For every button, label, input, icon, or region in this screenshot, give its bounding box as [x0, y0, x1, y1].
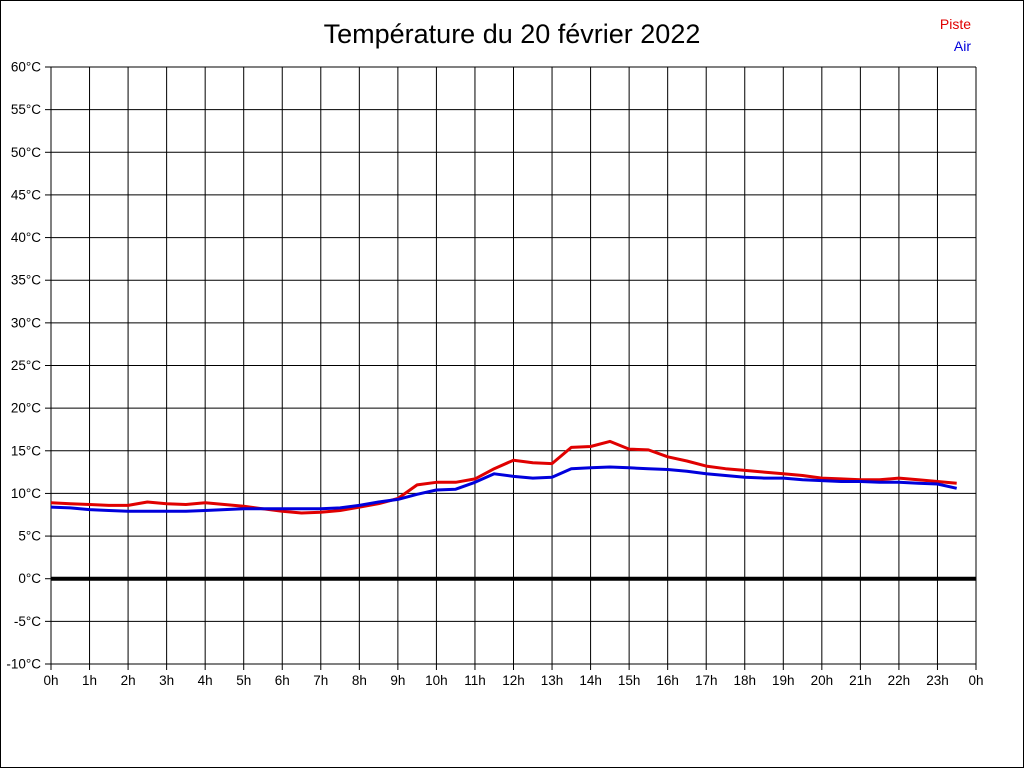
chart-title: Température du 20 février 2022: [323, 19, 701, 49]
legend-item-air: Air: [953, 38, 971, 54]
svg-text:10h: 10h: [425, 673, 448, 688]
x-tick-labels: 0h 1h 2h 3h 4h 5h 6h 7h 8h 9h 10h 11h 12h 13h 14h 15h 16…: [43, 673, 983, 688]
series-line-air: [50, 465, 958, 513]
svg-text:12h: 12h: [502, 673, 525, 688]
svg-text:11h: 11h: [464, 673, 486, 688]
svg-text:13h: 13h: [541, 673, 564, 688]
svg-text:1h: 1h: [82, 673, 97, 688]
svg-text:40°C: 40°C: [11, 230, 41, 245]
svg-text:3h: 3h: [159, 673, 174, 688]
svg-text:15°C: 15°C: [11, 443, 41, 458]
chart-legend: Piste Air: [940, 13, 971, 57]
svg-text:20h: 20h: [811, 673, 834, 688]
svg-text:8h: 8h: [352, 673, 367, 688]
svg-text:60°C: 60°C: [11, 60, 41, 75]
y-tick-labels: 60°C 55°C 50°C 45°C 40°C 35°C 30°C 25°C 20°C 15°C…: [6, 60, 41, 672]
x-gridlines: [50, 67, 977, 670]
svg-text:9h: 9h: [390, 673, 405, 688]
svg-text:-10°C: -10°C: [6, 657, 41, 672]
series-line-piste: [50, 439, 957, 515]
y-gridlines: [45, 66, 976, 665]
svg-text:10°C: 10°C: [11, 486, 41, 501]
svg-text:7h: 7h: [313, 673, 328, 688]
series-lines: [50, 439, 958, 515]
svg-text:21h: 21h: [849, 673, 872, 688]
svg-text:14h: 14h: [579, 673, 602, 688]
legend-item-piste: Piste: [939, 16, 971, 32]
svg-text:0h: 0h: [968, 673, 983, 688]
svg-text:6h: 6h: [275, 673, 290, 688]
svg-text:17h: 17h: [695, 673, 718, 688]
svg-text:0h: 0h: [43, 673, 58, 688]
svg-text:5°C: 5°C: [18, 529, 41, 544]
svg-text:16h: 16h: [656, 673, 679, 688]
svg-text:22h: 22h: [888, 673, 911, 688]
svg-text:45°C: 45°C: [11, 187, 41, 202]
svg-text:55°C: 55°C: [11, 102, 41, 117]
svg-text:15h: 15h: [618, 673, 641, 688]
svg-text:19h: 19h: [772, 673, 795, 688]
svg-text:4h: 4h: [198, 673, 213, 688]
svg-text:35°C: 35°C: [11, 273, 41, 288]
svg-text:-5°C: -5°C: [14, 614, 41, 629]
svg-text:5h: 5h: [236, 673, 251, 688]
svg-text:23h: 23h: [926, 673, 949, 688]
svg-text:0°C: 0°C: [18, 571, 41, 586]
svg-text:30°C: 30°C: [11, 315, 41, 330]
svg-text:2h: 2h: [121, 673, 136, 688]
svg-text:25°C: 25°C: [11, 358, 41, 373]
svg-text:18h: 18h: [733, 673, 756, 688]
svg-text:20°C: 20°C: [11, 401, 41, 416]
svg-text:50°C: 50°C: [11, 145, 41, 160]
